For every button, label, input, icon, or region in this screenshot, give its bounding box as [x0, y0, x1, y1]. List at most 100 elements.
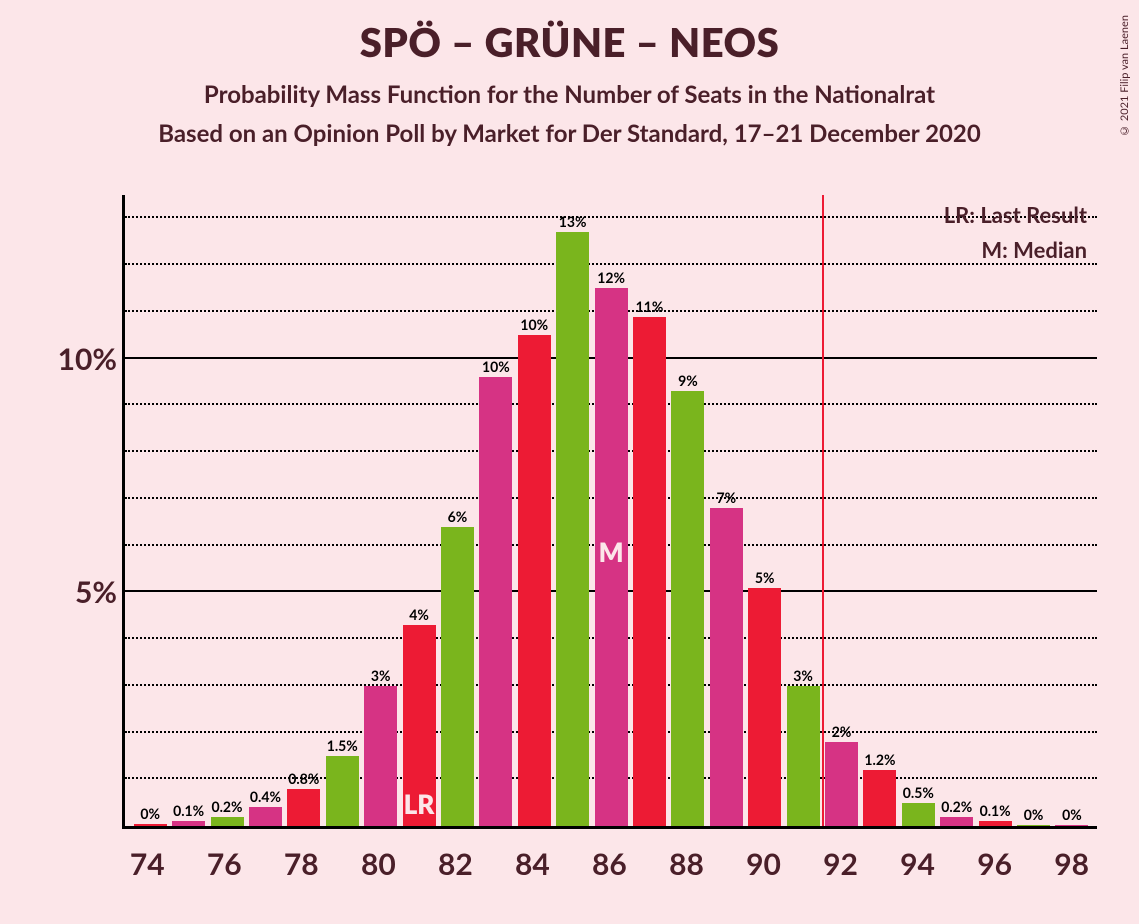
- plot-area: 10%5% LR: Last Result M: Median 0%0.1%0.…: [122, 195, 1097, 829]
- bar: 0.8%: [287, 789, 320, 826]
- bar-value-label: 0.1%: [980, 802, 1011, 819]
- x-label-slot: [629, 834, 668, 894]
- bar: 13%: [556, 232, 589, 826]
- y-tick-label: 10%: [58, 341, 125, 377]
- x-tick-label: 88: [669, 846, 704, 882]
- bar-annotation: M: [599, 536, 624, 568]
- bar-value-label: 1.2%: [864, 751, 895, 768]
- x-axis-labels: 74767880828486889092949698: [122, 834, 1097, 894]
- titles: SPÖ – GRÜNE – NEOS Probability Mass Func…: [0, 0, 1139, 148]
- x-tick-label: 84: [515, 846, 550, 882]
- x-label-slot: [244, 834, 283, 894]
- bar-value-label: 10%: [482, 358, 510, 375]
- bar-slot: 9%: [669, 195, 707, 826]
- x-tick-label: 98: [1054, 846, 1089, 882]
- bar-slot: 0%: [1014, 195, 1052, 826]
- x-tick-label: 86: [592, 846, 627, 882]
- bar-value-label: 2%: [832, 723, 852, 740]
- bar-slot: 4% LR: [400, 195, 438, 826]
- x-label-slot: [783, 834, 822, 894]
- x-label-slot: 84: [513, 834, 552, 894]
- bar-value-label: 0.1%: [173, 802, 204, 819]
- bar-slot: 5%: [746, 195, 784, 826]
- bar-slot: 10%: [477, 195, 515, 826]
- x-label-slot: [937, 834, 976, 894]
- x-label-slot: [398, 834, 437, 894]
- bar: 3%: [787, 686, 820, 826]
- bar-slot: 0.1%: [169, 195, 207, 826]
- bar-value-label: 4%: [409, 606, 429, 623]
- bar-value-label: 0.8%: [288, 770, 319, 787]
- bar-slot: 0.2%: [208, 195, 246, 826]
- bar-slot: 0.4%: [246, 195, 284, 826]
- bar-value-label: 0%: [1024, 806, 1044, 823]
- x-label-slot: 74: [128, 834, 167, 894]
- copyright: © 2021 Filip van Laenen: [1118, 15, 1131, 137]
- x-label-slot: 98: [1052, 834, 1091, 894]
- bar-value-label: 9%: [678, 372, 698, 389]
- chart: 10%5% LR: Last Result M: Median 0%0.1%0.…: [52, 195, 1109, 894]
- x-label-slot: 86: [590, 834, 629, 894]
- bar-value-label: 12%: [597, 269, 625, 286]
- bar-value-label: 3%: [371, 667, 391, 684]
- bar-slot: 11%: [630, 195, 668, 826]
- x-label-slot: [860, 834, 899, 894]
- bar: 0%: [134, 824, 167, 826]
- bar: 0%: [1055, 825, 1088, 826]
- bar-slot: 0%: [1053, 195, 1091, 826]
- x-label-slot: 80: [359, 834, 398, 894]
- bar-slot: 0%: [131, 195, 169, 826]
- bar-value-label: 0.2%: [211, 798, 242, 815]
- bar: 12%M: [595, 288, 628, 826]
- bar-slot: 13%: [553, 195, 591, 826]
- bar-value-label: 7%: [716, 489, 736, 506]
- bar-slot: 1.5%: [323, 195, 361, 826]
- bar-value-label: 6%: [448, 508, 468, 525]
- bar: 1.5%: [326, 756, 359, 826]
- x-label-slot: [706, 834, 745, 894]
- bar: 5%: [748, 588, 781, 826]
- bar: 10%: [479, 377, 512, 826]
- bar: 6%: [441, 527, 474, 826]
- bar-value-label: 0.2%: [941, 798, 972, 815]
- bar-slot: 2%: [822, 195, 860, 826]
- bar-value-label: 0.4%: [250, 788, 281, 805]
- x-tick-label: 74: [130, 846, 165, 882]
- x-label-slot: [552, 834, 591, 894]
- bars-container: 0%0.1%0.2%0.4%0.8%1.5%3%4%LR6%10%10%13%1…: [125, 195, 1097, 826]
- bar-value-label: 0%: [1062, 806, 1082, 823]
- y-tick-label: 5%: [75, 574, 125, 610]
- x-label-slot: 96: [975, 834, 1014, 894]
- bar: 0.1%: [979, 821, 1012, 826]
- x-tick-label: 94: [900, 846, 935, 882]
- bar-value-label: 13%: [559, 213, 587, 230]
- bar: 0.1%: [172, 821, 205, 826]
- bar-slot: 0.2%: [938, 195, 976, 826]
- bar-annotation: LR: [404, 788, 435, 820]
- bar-slot: 0.1%: [976, 195, 1014, 826]
- bar-slot: 3%: [361, 195, 399, 826]
- x-label-slot: [475, 834, 514, 894]
- x-label-slot: [1014, 834, 1053, 894]
- bar-slot: 0.5%: [899, 195, 937, 826]
- x-tick-label: 92: [823, 846, 858, 882]
- x-label-slot: [321, 834, 360, 894]
- x-tick-label: 96: [977, 846, 1012, 882]
- bar-value-label: 5%: [755, 569, 775, 586]
- x-label-slot: 90: [744, 834, 783, 894]
- chart-title: SPÖ – GRÜNE – NEOS: [0, 18, 1139, 66]
- bar: 4%LR: [403, 625, 436, 826]
- x-label-slot: 92: [821, 834, 860, 894]
- bar: 9%: [671, 391, 704, 826]
- bar: 3%: [364, 686, 397, 826]
- x-label-slot: [167, 834, 206, 894]
- last-result-line: [822, 195, 824, 826]
- x-label-slot: 82: [436, 834, 475, 894]
- x-tick-label: 78: [284, 846, 319, 882]
- bar-value-label: 0%: [140, 805, 160, 822]
- x-tick-label: 82: [438, 846, 473, 882]
- bar: 0.2%: [211, 817, 244, 826]
- bar: 1.2%: [863, 770, 896, 826]
- chart-subtitle-2: Based on an Opinion Poll by Market for D…: [0, 119, 1139, 148]
- bar-slot: 0.8%: [285, 195, 323, 826]
